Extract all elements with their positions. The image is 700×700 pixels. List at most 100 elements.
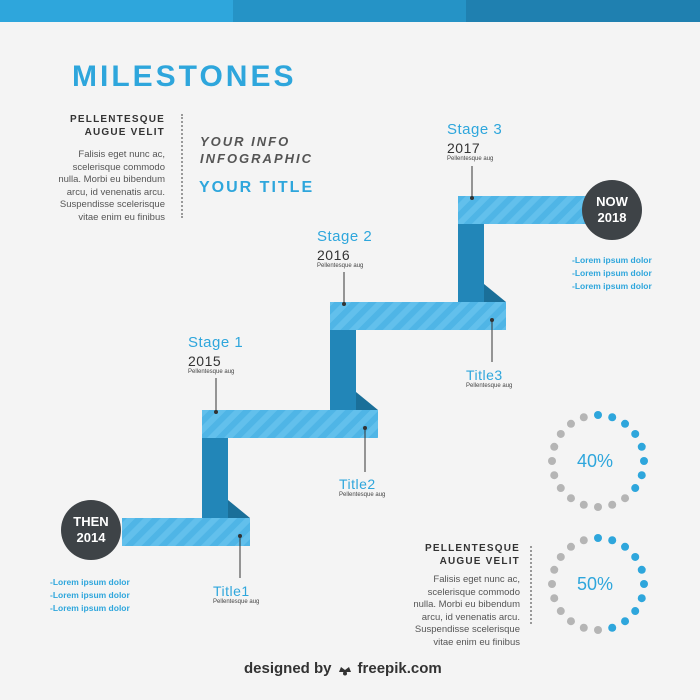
bottom-line: scelerisque commodo bbox=[427, 586, 520, 598]
footer-prefix: designed by bbox=[244, 660, 332, 677]
stage-2-year: 2016 bbox=[317, 247, 351, 263]
intro-line: arcu, id venenatis arcu. bbox=[66, 186, 165, 198]
list-item: -Lorem ipsum dolor bbox=[50, 577, 130, 587]
intro-divider bbox=[181, 114, 183, 218]
then-bullets: -Lorem ipsum dolor -Lorem ipsum dolor -L… bbox=[50, 576, 130, 615]
ring-dot bbox=[631, 484, 640, 493]
intro-line: Falisis eget nunc ac, bbox=[78, 149, 165, 160]
bottom-block: PELLENTESQUE AUGUE VELIT Falisis eget nu… bbox=[360, 542, 520, 649]
ring-dot bbox=[594, 503, 602, 511]
ring-dot bbox=[637, 565, 646, 574]
then-year: 2014 bbox=[76, 530, 106, 545]
ring-dot bbox=[579, 413, 588, 422]
stage-3: Stage 3 2017 Pellentesque aug bbox=[447, 121, 502, 162]
connector-stage1-dot bbox=[214, 410, 218, 414]
ring-dot bbox=[621, 419, 630, 428]
stage-3-sub: Pellentesque aug bbox=[447, 156, 494, 162]
bottom-line: arcu, id venenatis arcu. bbox=[421, 611, 520, 623]
riser-2 bbox=[330, 330, 356, 412]
stage-2-sub: Pellentesque aug bbox=[317, 263, 364, 269]
title-1-label: Title1 bbox=[213, 583, 250, 599]
title-2-sub: Pellentesque aug bbox=[339, 492, 386, 498]
ring-dot bbox=[637, 594, 646, 603]
tread-1 bbox=[202, 410, 378, 438]
list-item: -Lorem ipsum dolor bbox=[572, 281, 652, 291]
list-item: -Lorem ipsum dolor bbox=[572, 268, 652, 278]
intro-heading-1: PELLENTESQUE bbox=[70, 114, 165, 125]
ring-dot bbox=[608, 500, 617, 509]
tread-2 bbox=[330, 302, 506, 330]
ring-dot bbox=[579, 623, 588, 632]
ring-dot bbox=[579, 500, 588, 509]
connector-title3-dot bbox=[490, 318, 494, 322]
then-circle: THEN 2014 bbox=[61, 500, 121, 560]
ring-dot bbox=[608, 536, 617, 545]
ring-dot bbox=[608, 623, 617, 632]
ring-dot bbox=[566, 419, 575, 428]
ring-dot bbox=[556, 552, 565, 561]
connector-title1-dot bbox=[238, 534, 242, 538]
bottom-line: vitae enim eu finibus bbox=[433, 636, 520, 648]
stage-3-year: 2017 bbox=[447, 140, 481, 156]
then-label: THEN bbox=[73, 514, 109, 529]
riser-1-fold bbox=[228, 500, 250, 518]
intro-line: nulla. Morbi eu bibendum bbox=[58, 174, 165, 185]
footer-brand: freepik.com bbox=[357, 660, 442, 677]
ring-dot bbox=[621, 617, 630, 626]
bottom-line: Suspendisse scelerisque bbox=[414, 624, 520, 635]
footer-credit: designed by freepik.com bbox=[244, 660, 442, 677]
stage-3-label: Stage 3 bbox=[447, 121, 503, 138]
ring-dot bbox=[566, 542, 575, 551]
ring-dot bbox=[608, 413, 617, 422]
now-bullets: -Lorem ipsum dolor -Lorem ipsum dolor -L… bbox=[572, 254, 652, 293]
stage-2-label: Stage 2 bbox=[317, 228, 373, 245]
riser-1 bbox=[202, 436, 228, 518]
ring-dot bbox=[550, 471, 559, 480]
freepik-logo-icon bbox=[338, 663, 352, 675]
stage-1-sub: Pellentesque aug bbox=[188, 369, 235, 375]
page-title: MILESTONES bbox=[72, 60, 297, 93]
title-1-sub: Pellentesque aug bbox=[213, 599, 260, 605]
ring-dot bbox=[594, 411, 602, 419]
ring-dot bbox=[556, 484, 565, 493]
ring-dot bbox=[631, 607, 640, 616]
ring-dot bbox=[548, 457, 556, 465]
ring-dot bbox=[550, 565, 559, 574]
connector-title2-dot bbox=[363, 426, 367, 430]
stage-1: Stage 1 2015 Pellentesque aug bbox=[188, 334, 243, 375]
intro-heading-2: AUGUE VELIT bbox=[84, 127, 165, 138]
ring-dot bbox=[640, 457, 648, 465]
bottom-heading-2: AUGUE VELIT bbox=[439, 556, 520, 567]
stage-2: Stage 2 2016 Pellentesque aug bbox=[317, 228, 372, 269]
ring-dot bbox=[550, 442, 559, 451]
title-2: Title2 Pellentesque aug bbox=[339, 476, 385, 498]
stage-1-year: 2015 bbox=[188, 353, 222, 369]
progress-ring-40 bbox=[548, 411, 648, 511]
ring-dot bbox=[631, 429, 640, 438]
bottom-heading-1: PELLENTESQUE bbox=[425, 543, 520, 554]
ring-dot bbox=[566, 494, 575, 503]
title-3-sub: Pellentesque aug bbox=[466, 383, 513, 389]
progress-50-label: 50% bbox=[577, 574, 614, 594]
list-item: -Lorem ipsum dolor bbox=[572, 255, 652, 265]
ring-dot bbox=[550, 594, 559, 603]
ring-dot bbox=[594, 626, 602, 634]
ring-dot bbox=[548, 580, 556, 588]
ring-dot bbox=[556, 429, 565, 438]
connector-stage2-dot bbox=[342, 302, 346, 306]
progress-ring-50 bbox=[548, 534, 648, 634]
intro-line: vitae enim eu finibus bbox=[78, 211, 165, 223]
now-circle: NOW 2018 bbox=[582, 180, 642, 240]
top-bar-segment-1 bbox=[0, 0, 233, 22]
title-2-label: Title2 bbox=[339, 476, 376, 492]
now-label: NOW bbox=[596, 194, 628, 209]
top-bar-segment-3 bbox=[466, 0, 700, 22]
title-3-label: Title3 bbox=[466, 367, 503, 383]
riser-2-fold bbox=[356, 392, 378, 410]
ring-dot bbox=[621, 542, 630, 551]
ring-dot bbox=[637, 442, 646, 451]
riser-3-fold bbox=[484, 284, 506, 302]
ring-dot bbox=[640, 580, 648, 588]
bottom-divider bbox=[530, 546, 532, 624]
ring-dot bbox=[579, 536, 588, 545]
